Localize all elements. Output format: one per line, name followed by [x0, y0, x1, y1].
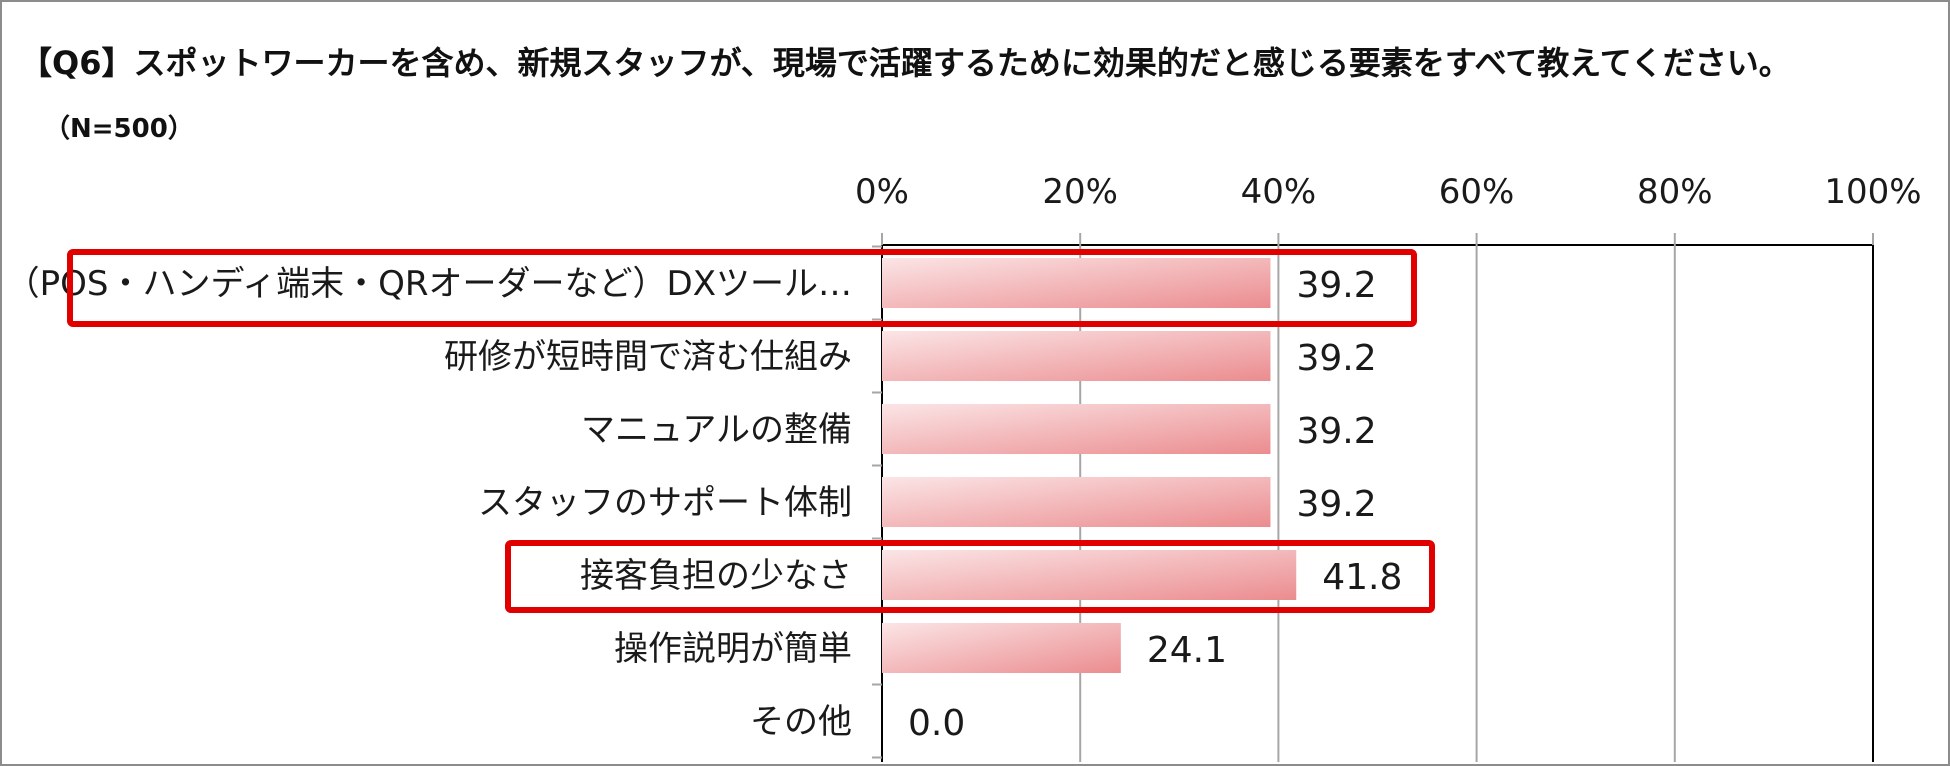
tick-label: 100%	[1824, 172, 1921, 212]
category-label: その他	[750, 702, 852, 742]
highlight-box	[505, 540, 1435, 613]
value-label: 24.1	[1147, 630, 1227, 671]
bar	[882, 623, 1121, 673]
bars	[882, 258, 1297, 673]
tick-label: 20%	[1042, 172, 1118, 212]
highlight-box	[67, 249, 1417, 327]
x-axis-ticks: 0% 20% 40% 60% 80% 100%	[855, 172, 1922, 245]
category-label: マニュアルの整備	[581, 410, 852, 450]
category-label: 接客負担の少なさ	[580, 556, 852, 596]
value-label: 41.8	[1322, 557, 1402, 598]
bar	[882, 477, 1271, 527]
category-label: 研修が短時間で済む仕組み	[444, 337, 852, 377]
bar	[882, 258, 1271, 308]
sample-size-label: （N=500）	[44, 114, 194, 144]
category-label: スタッフのサポート体制	[478, 483, 852, 523]
bar	[882, 331, 1271, 381]
tick-label: 60%	[1439, 172, 1515, 212]
value-label: 39.2	[1296, 411, 1376, 452]
value-label: 39.2	[1296, 338, 1376, 379]
tick-label: 40%	[1241, 172, 1317, 212]
chart-title: 【Q6】スポットワーカーを含め、新規スタッフが、現場で活躍するために効果的だと感…	[20, 44, 1791, 82]
category-label: 操作説明が簡単	[614, 629, 852, 669]
category-label: （POS・ハンディ端末・QRオーダーなど）DXツール…	[6, 264, 852, 304]
value-label: 39.2	[1296, 265, 1376, 306]
bar	[882, 404, 1271, 454]
category-labels: （POS・ハンディ端末・QRオーダーなど）DXツール… 研修が短時間で済む仕組みマ…	[6, 264, 852, 742]
value-label: 0.0	[908, 703, 965, 744]
bar	[882, 550, 1297, 600]
highlight-boxes	[67, 249, 1435, 613]
tick-label: 80%	[1637, 172, 1713, 212]
value-labels: 39.2 39.2 39.2 39.2 41.8 24.1 0.0	[908, 265, 1402, 744]
value-label: 39.2	[1296, 484, 1376, 525]
tick-label: 0%	[855, 172, 909, 212]
